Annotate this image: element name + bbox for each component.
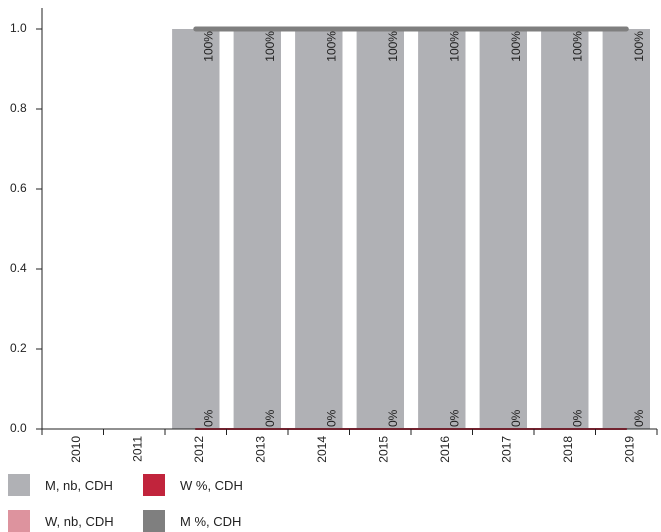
legend-label-w-nb: W, nb, CDH — [45, 513, 114, 529]
x-tick-label: 2016 — [438, 436, 452, 463]
x-tick-label: 2011 — [130, 436, 144, 462]
legend-label-m-nb: M, nb, CDH — [45, 477, 113, 493]
bar-m-nb — [602, 29, 650, 429]
legend-item-m-pct[interactable]: M %, CDH — [143, 510, 241, 532]
bar-m-nb — [295, 29, 343, 429]
x-tick-label: 2015 — [376, 436, 390, 463]
legend-label-m-pct: M %, CDH — [180, 513, 242, 529]
legend-label-w-pct: W %, CDH — [180, 477, 243, 493]
data-label-bottom: 0% — [202, 409, 216, 427]
data-label-bottom: 0% — [386, 409, 400, 427]
legend-swatch-m-pct — [143, 510, 165, 532]
data-label-top: 100% — [632, 31, 646, 62]
data-label-bottom: 0% — [632, 409, 646, 427]
legend-swatch-m-nb — [8, 474, 30, 496]
y-tick-label: 1.0 — [10, 21, 27, 35]
y-tick-label: 0.8 — [10, 101, 27, 115]
bar-m-nb — [418, 29, 466, 429]
x-tick-label: 2010 — [69, 436, 83, 463]
x-tick-label: 2019 — [622, 436, 636, 463]
legend: M, nb, CDH W %, CDH W, nb, CDH M %, CDH — [8, 474, 308, 532]
legend-swatch-w-nb — [8, 510, 30, 532]
data-label-top: 100% — [263, 31, 277, 62]
y-tick-label: 0.2 — [10, 341, 27, 355]
x-tick-label: 2014 — [315, 436, 329, 463]
legend-item-w-nb[interactable]: W, nb, CDH — [8, 510, 114, 532]
legend-item-m-nb[interactable]: M, nb, CDH — [8, 474, 113, 496]
data-label-top: 100% — [386, 31, 400, 62]
legend-swatch-w-pct — [143, 474, 165, 496]
data-label-bottom: 0% — [263, 409, 277, 427]
data-label-bottom: 0% — [509, 409, 523, 427]
data-label-top: 100% — [202, 31, 216, 62]
chart: 100% 100% 100% 100% 100% 100% 100% 100% 0% 0% 0% 0%… — [10, 8, 658, 463]
y-tick-label: 0.0 — [10, 421, 27, 435]
data-label-bottom: 0% — [448, 409, 462, 427]
bar-m-nb — [172, 29, 220, 429]
bar-m-nb — [356, 29, 404, 429]
data-label-top: 100% — [325, 31, 339, 62]
legend-item-w-pct[interactable]: W %, CDH — [143, 474, 243, 496]
data-label-top: 100% — [571, 31, 585, 62]
data-label-bottom: 0% — [571, 409, 585, 427]
data-label-bottom: 0% — [325, 409, 339, 427]
x-tick-label: 2018 — [561, 436, 575, 463]
y-tick-label: 0.6 — [10, 181, 27, 195]
bar-m-nb — [479, 29, 527, 429]
data-label-top: 100% — [448, 31, 462, 62]
bar-m-nb — [233, 29, 281, 429]
y-tick-label: 0.4 — [10, 261, 27, 275]
x-tick-label: 2012 — [192, 436, 206, 463]
x-tick-label: 2013 — [253, 436, 267, 463]
bar-m-nb — [541, 29, 589, 429]
x-tick-label: 2017 — [499, 436, 513, 463]
data-label-top: 100% — [509, 31, 523, 62]
